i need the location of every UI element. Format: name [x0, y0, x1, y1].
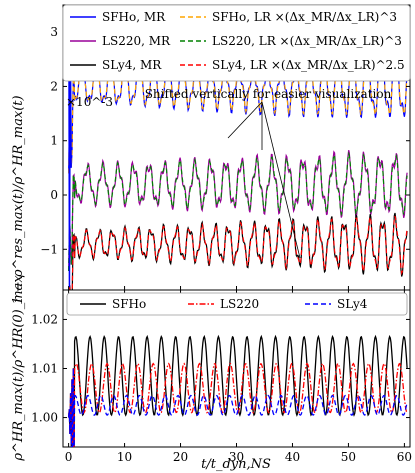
series-line-sly4-mr [68, 212, 408, 290]
axes-layer: 0 10 20 30 40 50 60 −1 0 1 2 3 1.00 1.01 1.02 ×10^-3 t/t… [11, 5, 412, 472]
x-tick-label: 60 [397, 450, 412, 464]
x-tick-label: 20 [173, 450, 188, 464]
annotation-arrow [261, 101, 301, 259]
legend-label: SFHo, MR [102, 10, 166, 24]
x-tick-label: 30 [229, 450, 244, 464]
y-axis-label-top: 1 − ρ^res_max(t)/ρ^HR_max(t) [11, 95, 26, 304]
y-tick-label-bottom: 1.02 [31, 312, 58, 326]
y-axis-label-bottom: ρ^HR_max(t)/ρ^HR(0)_max [11, 275, 26, 462]
y-tick-label-top: 1 [50, 134, 58, 148]
annotation-text: Shifted vertically for easier visualizat… [145, 87, 392, 101]
bottom-data-layer [67, 334, 408, 447]
legend-layer: SFHo, MR SFHo, LR ×(Δx_MR/Δx_LR)^3 LS220, … [62, 4, 411, 316]
y-tick-label-top: 3 [50, 25, 58, 39]
annotation-arrow [227, 101, 263, 139]
y-tick-label-top: −1 [40, 242, 58, 256]
bottom-legend-box [66, 292, 408, 316]
x-tick-label: 50 [341, 450, 356, 464]
legend-label: SLy4, LR ×(Δx_MR/Δx_LR)^2.5 [212, 58, 405, 72]
initial-transient-spike [68, 5, 72, 288]
legend-label: SLy4, MR [102, 58, 162, 72]
x-axis-label: t/t_dyn,NS [201, 457, 271, 472]
x-tick-label: 40 [285, 450, 300, 464]
bottom-legend-label: LS220 [220, 297, 259, 311]
y-multiplier-label: ×10^-3 [66, 95, 113, 109]
legend-label: LS220, MR [102, 34, 171, 48]
y-tick-label-bottom: 1.01 [31, 362, 58, 376]
x-tick-label: 10 [117, 450, 132, 464]
bottom-legend-label: SFHo [112, 297, 146, 311]
y-tick-label-bottom: 1.00 [31, 411, 58, 425]
x-tick-label: 0 [65, 450, 73, 464]
y-tick-label-top: 0 [50, 188, 58, 202]
legend-label: SFHo, LR ×(Δx_MR/Δx_LR)^3 [212, 10, 397, 24]
bottom-legend-label: SLy4 [337, 297, 368, 311]
y-tick-label-top: 2 [50, 79, 58, 93]
series-line-sly4 [67, 368, 408, 447]
top-legend-box [62, 4, 411, 82]
legend-label: LS220, LR ×(Δx_MR/Δx_LR)^3 [212, 34, 402, 48]
series-line-sly4-lr [68, 215, 408, 290]
